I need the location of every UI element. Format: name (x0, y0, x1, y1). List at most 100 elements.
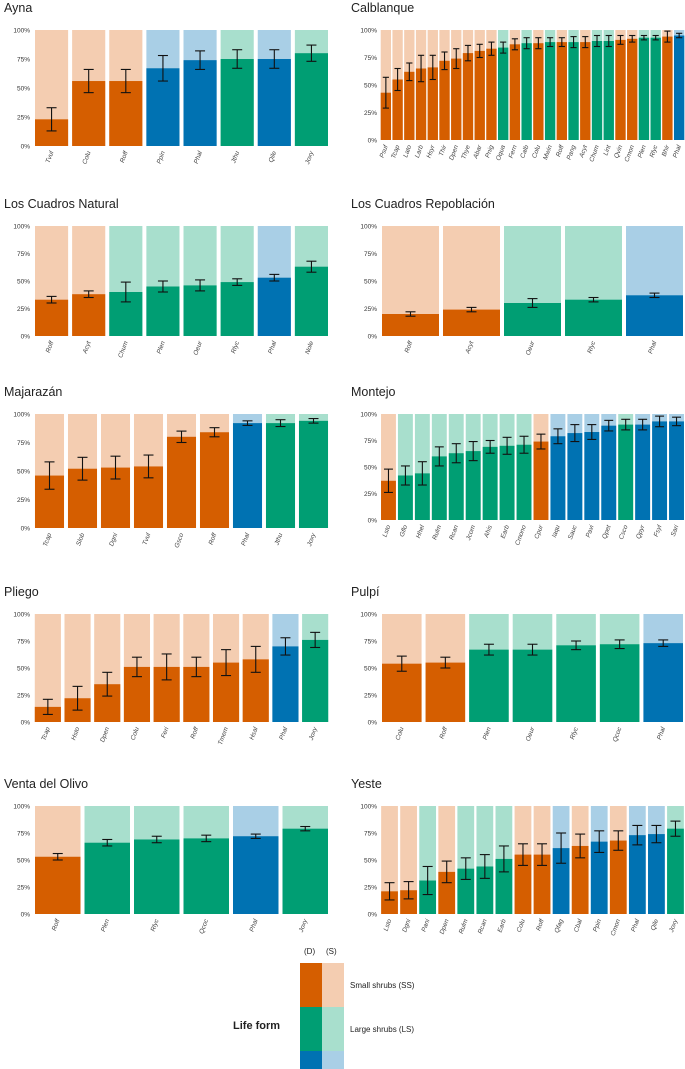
x-tick-label: Fsyl (653, 524, 664, 538)
y-tick-label: 50% (364, 857, 377, 864)
x-tick-label: Phal (647, 340, 658, 355)
panel-title: Venta del Olivo (4, 777, 88, 791)
y-tick-label: 100% (360, 223, 377, 230)
y-tick-label: 50% (364, 665, 377, 672)
error-bar-qvin (617, 34, 624, 45)
y-tick-label: 50% (17, 857, 30, 864)
x-tick-label: Oqua (495, 144, 507, 162)
x-tick-label: Dpen (448, 144, 460, 161)
error-bar-mwin (546, 37, 554, 48)
bar-plen (469, 649, 509, 722)
bar-qile (648, 834, 665, 914)
bar-jthu (220, 59, 254, 146)
x-tick-label: Acyt (81, 339, 93, 355)
y-tick-label: 50% (364, 278, 377, 285)
error-bar-roff (209, 427, 220, 438)
bar-rlyc (565, 299, 622, 336)
y-tick-label: 25% (364, 692, 377, 699)
x-tick-label: Qvin (613, 144, 624, 159)
bar-hsyr (427, 67, 438, 140)
bar-phal (232, 423, 263, 528)
y-tick-label: 25% (364, 306, 377, 313)
error-bar-qcoc (614, 639, 625, 650)
x-tick-label: Hhel (415, 524, 426, 539)
x-tick-label: Phal (193, 150, 204, 165)
error-bar-rlyc (652, 34, 659, 41)
error-bar-qile (651, 824, 662, 844)
error-bar-roff (405, 311, 416, 317)
bar-phal (272, 646, 299, 722)
error-bar-fsyl (655, 415, 665, 428)
error-bar-jthu (232, 49, 243, 69)
x-tick-label: Thir (438, 144, 449, 158)
y-tick-label: 50% (364, 464, 377, 471)
error-bar-qcoc (201, 834, 212, 843)
y-tick-label: 75% (364, 251, 377, 258)
error-bar-plen (640, 34, 648, 41)
x-tick-label: Csco (618, 524, 630, 541)
bar-chum (591, 41, 603, 140)
x-tick-label: Lsto (383, 918, 394, 932)
x-tick-label: Roff (439, 725, 450, 740)
x-tick-label: Dgni (401, 918, 412, 933)
bar-pavi (584, 432, 600, 520)
x-tick-label: Sauc (567, 524, 579, 541)
error-bar-ahis (485, 439, 495, 454)
error-bar-joxy (670, 820, 681, 837)
bar-dgni (400, 890, 417, 914)
x-tick-label: Qpet (601, 523, 613, 540)
error-bar-cbal (575, 833, 586, 859)
x-tick-label: Tcap (42, 532, 53, 548)
legend-label-ss: Small shrubs (SS) (350, 981, 415, 990)
bar-cmon (609, 840, 627, 914)
error-bar-acyt (83, 290, 94, 299)
error-bar-sauc (570, 424, 580, 443)
bar-qvin (615, 39, 626, 140)
x-tick-label: Pang (566, 144, 578, 161)
bar-qcoc (599, 644, 640, 722)
legend-header-d: (D) (304, 947, 315, 956)
error-bar-gflo (400, 465, 410, 486)
legend-label-ls: Large shrubs (LS) (350, 1025, 414, 1034)
bar-lsto (381, 480, 396, 520)
error-bar-bhir (664, 30, 671, 43)
x-tick-label: Dpen (439, 918, 451, 935)
y-tick-label: 100% (360, 27, 377, 34)
bar-joxy (667, 828, 684, 914)
panel-title: Yeste (351, 777, 382, 791)
error-bar-lsto (384, 882, 395, 901)
error-bar-roff (440, 656, 451, 669)
bar-csco (618, 424, 634, 520)
bar-roff (35, 299, 69, 336)
x-tick-label: Pnig (484, 144, 495, 159)
x-tick-label: Sari (670, 524, 681, 538)
error-bar-nole (306, 260, 317, 273)
bar-plen (84, 842, 130, 914)
x-tick-label: Rlyc (586, 340, 597, 355)
bar-rlyc (556, 645, 596, 722)
x-tick-label: Joxy (306, 532, 318, 549)
x-tick-label: Qpyr (635, 524, 647, 540)
x-tick-label: Jcom (465, 524, 477, 542)
error-bar-phal (269, 273, 280, 282)
error-bar-feri (161, 653, 172, 681)
bar-qile (257, 59, 291, 146)
y-tick-label: 100% (360, 611, 377, 618)
x-tick-label: Cmon (610, 918, 623, 937)
panel-montejo: Montejo 0% 25% 50% 75% 100% Lsto Gflo Hhel Rulm Rc… (351, 385, 684, 546)
y-tick-label: 50% (17, 665, 30, 672)
y-tick-label: 50% (17, 85, 30, 92)
bar-dpen (451, 58, 462, 140)
x-tick-label: Phal (267, 340, 278, 355)
error-bar-qpet (604, 419, 614, 432)
x-tick-label: Hsto (70, 726, 81, 741)
y-tick-label: 0% (368, 517, 378, 524)
bar-phal (643, 643, 683, 722)
panel-calblanque: Calblanque 0% 25% 50% 75% 100% Psuf Tcap Lato Lar… (351, 1, 685, 163)
error-bar-oqua (500, 41, 507, 54)
bar-psuf (380, 92, 392, 140)
error-bar-qfag (556, 832, 567, 864)
bar-lsto (381, 891, 398, 914)
x-tick-label: Colu (395, 726, 406, 741)
x-tick-label: Hsal (249, 726, 260, 741)
